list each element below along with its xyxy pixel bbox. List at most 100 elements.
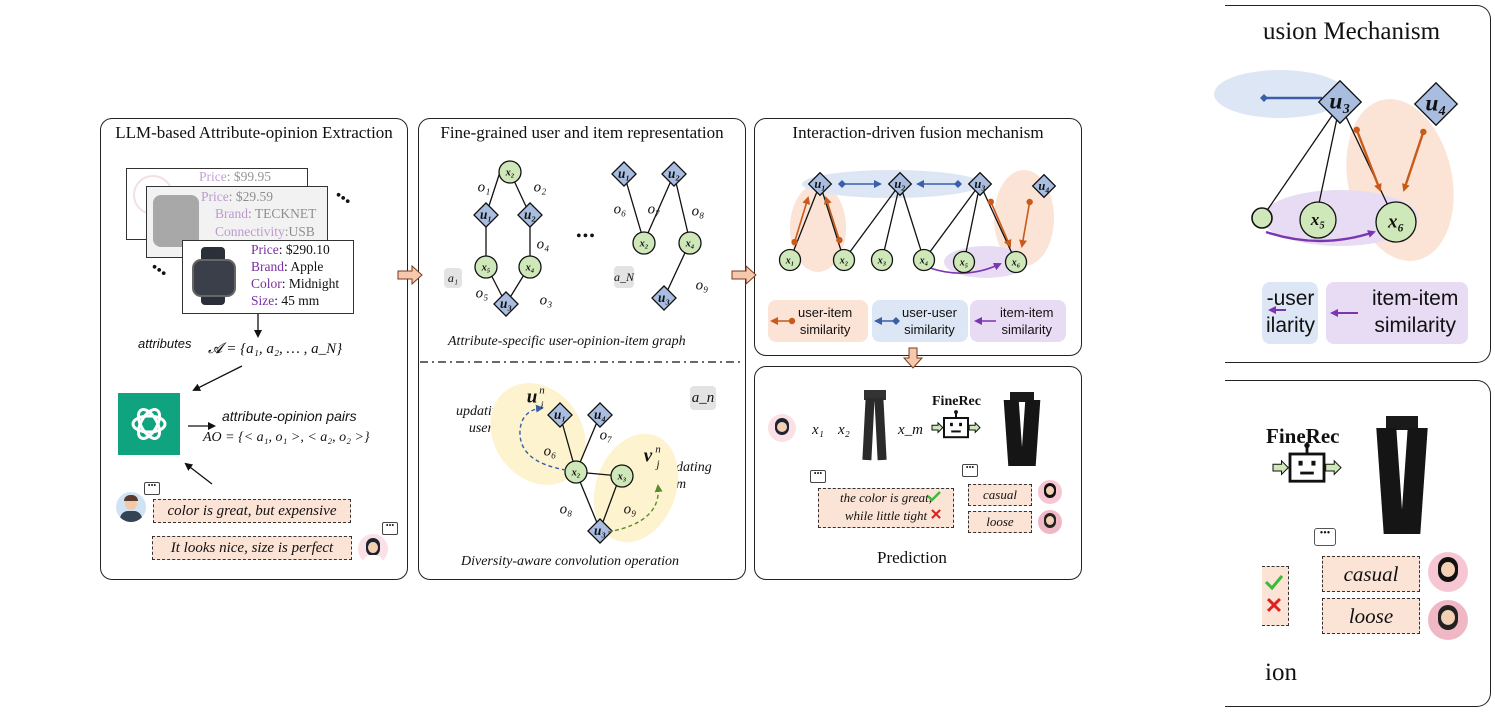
p2c-o7: o₇ bbox=[600, 427, 613, 443]
p2-node-x5 bbox=[474, 255, 498, 279]
zoom-finerec-robot-arrow-in bbox=[1272, 459, 1290, 476]
card3-brand: Brand: Apple bbox=[251, 259, 324, 274]
p2-node-u3-label: u₃ bbox=[500, 296, 512, 311]
zoom-finerec-robot-antenna-ball bbox=[1304, 442, 1310, 449]
zoom-node-x6-label: x₆ bbox=[1387, 211, 1404, 232]
pairs-label: attribute-opinion pairs bbox=[222, 408, 357, 424]
fusion-node-x3 bbox=[870, 248, 894, 272]
seq-xm: x_m bbox=[898, 422, 923, 438]
fusion-node-x5-label: x₅ bbox=[959, 257, 968, 268]
pred-review: the color is great, while little tight bbox=[818, 488, 954, 528]
arrow-attributes-to-llm bbox=[192, 365, 243, 391]
card2-price: Price: $29.59 bbox=[201, 189, 274, 204]
openai-logo bbox=[118, 393, 180, 455]
zoom-tag-casual: casual bbox=[1322, 556, 1420, 592]
card3-color: Color: Midnight bbox=[251, 276, 340, 291]
zoom-node-x5-label: x₅ bbox=[1310, 210, 1326, 229]
fusion-edge-u2-x4 bbox=[899, 183, 925, 261]
zoom-tag-loose: loose bbox=[1322, 598, 1420, 634]
representation-panel: Fine-grained user and item representatio… bbox=[418, 118, 746, 580]
zoom-finerec-robot-eye-r bbox=[1311, 460, 1316, 466]
update-item-arrow bbox=[607, 484, 663, 533]
legend-item-item: item-item similarity bbox=[970, 300, 1066, 342]
p2-node-u1-label: u₁ bbox=[480, 207, 492, 222]
p2c-node-u3-label: u₃ bbox=[594, 523, 606, 538]
zoom-legend-item-item-text: item-item similarity bbox=[1372, 287, 1459, 337]
cross-icon: ✕ bbox=[930, 507, 943, 523]
e-u2-x4b bbox=[673, 173, 691, 243]
fusion-node-x1 bbox=[778, 248, 802, 272]
finerec-robot-antenna-ball bbox=[954, 410, 958, 414]
highlight-item bbox=[593, 433, 679, 543]
pred-chat-icon-2: ••• bbox=[962, 464, 978, 477]
p2b-node-x2 bbox=[632, 231, 656, 255]
tag-casual: casual bbox=[968, 484, 1032, 506]
p2-node-u3 bbox=[493, 291, 519, 317]
card2-connectivity: Connectivity:USB bbox=[215, 224, 315, 239]
fusion-node-x4-label: x₄ bbox=[919, 255, 928, 266]
p2-o2: o₂ bbox=[534, 179, 547, 195]
p2c-node-u1-label: u₁ bbox=[554, 407, 566, 422]
p2c-node-x2 bbox=[564, 460, 588, 484]
watch-image bbox=[187, 247, 241, 305]
zoom-node-x6 bbox=[1375, 201, 1417, 243]
p2c-node-x2-label: x₂ bbox=[571, 467, 581, 478]
jeans-wide-image bbox=[1003, 392, 1041, 468]
product-card-3: Price: $290.10 Brand: Apple Color: Midni… bbox=[182, 240, 354, 314]
zoom-node-u4-label: u₄ bbox=[1425, 90, 1446, 116]
p2b-node-u2 bbox=[661, 161, 687, 187]
fusion-edge-u3-x4 bbox=[923, 183, 981, 261]
card3-price: Price: $290.10 bbox=[251, 242, 330, 257]
fusion-node-u4-label: u₄ bbox=[1038, 179, 1049, 193]
zoom-node-u4 bbox=[1413, 81, 1459, 127]
review-1: color is great, but expensive bbox=[153, 499, 351, 523]
p2-node-x2 bbox=[498, 160, 522, 184]
ui-symbol: u bbox=[527, 386, 538, 407]
zoom-node-partial bbox=[1251, 207, 1273, 229]
p2-node-x4-label: x₄ bbox=[525, 262, 535, 273]
fusion-edge-u2-x2 bbox=[843, 183, 901, 261]
card3-size: Size: 45 mm bbox=[251, 293, 320, 308]
tag-avatar-1 bbox=[1038, 480, 1062, 504]
fusion-node-u2-label: u₂ bbox=[894, 177, 905, 191]
card1-price: Price: $99.95 bbox=[199, 169, 272, 184]
jeans-skinny-image bbox=[860, 390, 890, 466]
finerec-robot-eye-l bbox=[950, 422, 953, 427]
zoom-check-icon bbox=[1264, 575, 1284, 591]
zoom-node-u3 bbox=[1317, 79, 1363, 125]
user-avatar-male bbox=[116, 492, 146, 522]
fusion-node-u3 bbox=[967, 171, 993, 197]
pred-chat-icon-1: ••• bbox=[810, 470, 826, 483]
zoom-bg-blue bbox=[1214, 70, 1346, 118]
highlight-user bbox=[490, 383, 586, 485]
p2c-o8: o₈ bbox=[560, 501, 573, 517]
chat-icon-1: ••• bbox=[144, 482, 160, 495]
zoom-prediction-title: ion bbox=[1265, 659, 1297, 686]
zoom-legend-user-user-text: -user ilarity bbox=[1266, 287, 1316, 337]
updating-user-label: updating user bbox=[456, 404, 506, 436]
finerec-robot-eye-r bbox=[959, 422, 962, 427]
attribute-box-an: a_n bbox=[690, 386, 716, 410]
fusion-node-u4 bbox=[1031, 173, 1057, 199]
zoom-ui-sim-1 bbox=[1353, 126, 1382, 192]
p2c-node-x3-label: x₃ bbox=[617, 471, 627, 482]
p2b-node-x4 bbox=[678, 231, 702, 255]
fusion-node-u2 bbox=[887, 171, 913, 197]
e-u2-x2b bbox=[643, 173, 675, 243]
zoom-finerec-robot-arrow-out bbox=[1325, 459, 1342, 476]
vj-sup: n bbox=[655, 444, 661, 456]
p2b-node-u1-label: u₁ bbox=[618, 166, 630, 181]
zoom-avatar-2 bbox=[1428, 600, 1468, 640]
arrow-review-to-llm bbox=[184, 462, 213, 485]
p2-o1: o₁ bbox=[478, 179, 491, 195]
p2b-node-x2-label: x₂ bbox=[639, 238, 649, 249]
fusion-node-u1 bbox=[807, 171, 833, 197]
p2c-o6: o₆ bbox=[544, 443, 557, 459]
graph-caption-top: Attribute-specific user-opinion-item gra… bbox=[448, 334, 686, 349]
p2b-node-u1 bbox=[611, 161, 637, 187]
zoom-fusion-title: usion Mechanism bbox=[1263, 18, 1441, 45]
chat-icon-2: ••• bbox=[382, 522, 398, 535]
zoom-finerec-label: FineRec bbox=[1266, 424, 1340, 448]
zoom-jeans-image bbox=[1376, 416, 1428, 536]
product-image-2 bbox=[153, 195, 199, 247]
